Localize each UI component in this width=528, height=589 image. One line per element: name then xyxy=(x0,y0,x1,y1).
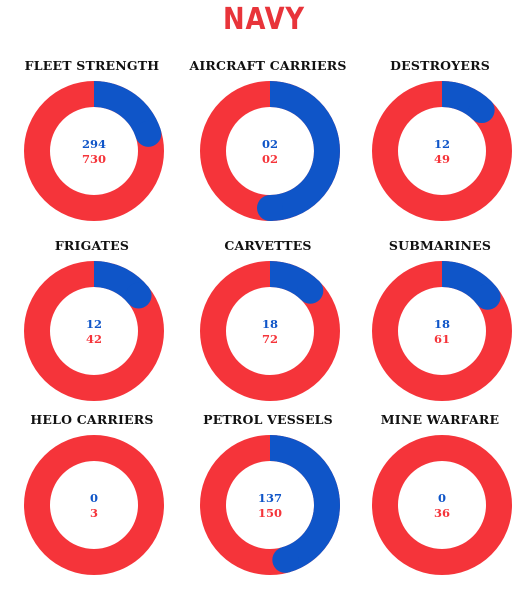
chart-title: AIRCRAFT CARRIERS xyxy=(189,58,347,73)
donut-ring: 036 xyxy=(372,435,512,575)
value-label-blue: 18 xyxy=(434,317,450,331)
chart-title: SUBMARINES xyxy=(388,238,492,253)
donut-slice-value xyxy=(270,435,340,573)
donut-chart-fleet-strength: FLEET STRENGTH 294 730 xyxy=(4,54,180,234)
value-label-blue: 18 xyxy=(262,317,278,331)
value-label-blue: 137 xyxy=(258,491,282,505)
chart-title: PETROL VESSELS xyxy=(203,412,333,427)
donut-chart-destroyers: DESTROYERS 12 49 xyxy=(352,54,528,234)
donut-slice-value xyxy=(270,81,340,221)
value-label-blue: 294 xyxy=(82,137,106,151)
chart-title: HELO CARRIERS xyxy=(30,412,154,427)
chart-title: DESTROYERS xyxy=(390,58,490,73)
page-title: NAVY xyxy=(223,2,305,37)
value-label-red: 72 xyxy=(262,332,278,346)
donut-chart-aircraft-carriers: AIRCRAFT CARRIERS 02 02 xyxy=(180,54,356,234)
value-label-blue: 0 xyxy=(438,491,446,505)
chart-title: FLEET STRENGTH xyxy=(24,58,160,73)
donut-slice-cap xyxy=(474,283,501,310)
value-label-blue: 12 xyxy=(434,137,450,151)
donut-chart-petrol-vessels: PETROL VESSELS 137 150 xyxy=(180,408,356,588)
donut-slice-cap xyxy=(468,97,495,124)
value-label-blue: 02 xyxy=(262,137,278,151)
donut-slice-total xyxy=(372,435,512,575)
value-label-red: 49 xyxy=(434,152,450,166)
donut-slice-cap xyxy=(125,282,152,309)
value-label-red: 02 xyxy=(262,152,278,166)
donut-chart-helo-carriers: HELO CARRIERS 0 3 xyxy=(4,408,180,588)
value-label-blue: 12 xyxy=(86,317,102,331)
value-label-blue: 0 xyxy=(90,491,98,505)
value-label-red: 150 xyxy=(258,506,282,520)
value-label-red: 3 xyxy=(90,506,98,520)
value-label-red: 61 xyxy=(434,332,450,346)
value-label-red: 730 xyxy=(82,152,106,166)
chart-title: CARVETTES xyxy=(224,238,312,253)
chart-title: MINE WARFARE xyxy=(380,412,500,427)
donut-slice-total xyxy=(24,435,164,575)
donut-slice-cap xyxy=(272,546,299,573)
donut-slice-cap xyxy=(257,195,283,221)
donut-slice-cap xyxy=(135,120,162,147)
chart-title: FRIGATES xyxy=(54,238,130,253)
donut-slice-cap xyxy=(297,277,324,304)
donut-chart-mine-warfare: MINE WARFARE 0 36 xyxy=(352,408,528,588)
donut-chart-carvettes: CARVETTES 18 72 xyxy=(180,234,356,414)
donut-chart-submarines: SUBMARINES 18 61 xyxy=(352,234,528,414)
donut-ring: 03 xyxy=(24,435,164,575)
donut-chart-frigates: FRIGATES 12 42 xyxy=(4,234,180,414)
value-label-red: 42 xyxy=(86,332,102,346)
value-label-red: 36 xyxy=(434,506,450,520)
